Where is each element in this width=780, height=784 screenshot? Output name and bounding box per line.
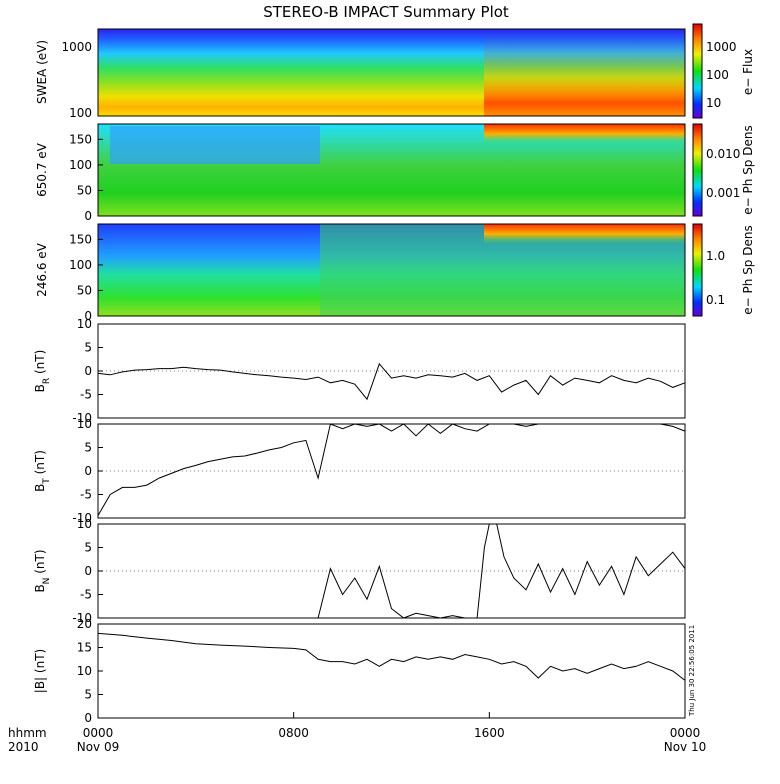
ytick-label: -10 xyxy=(72,411,92,425)
pad246-panel: 246.6 eV xyxy=(35,223,686,317)
pad-yticks: 150 100 50 0 150 100 50 0 xyxy=(69,132,103,323)
bn-panel: BN (nT) 10 5 0 -5 -10 xyxy=(33,517,686,625)
pad-ytick-label: 50 xyxy=(77,283,92,297)
swea-ytick-label: 1000 xyxy=(61,40,92,54)
pad650-colorbar-tick: 0.010 xyxy=(706,147,740,161)
br-panel: BR (nT) 10 5 0 -5 -10 xyxy=(33,317,686,425)
swea-colorbar-gradient xyxy=(692,23,703,119)
bt-panel: BT (nT) 10 5 0 -5 -10 xyxy=(33,417,686,525)
ytick-label: 0 xyxy=(84,711,92,725)
time-axis-corner-label: hhmm xyxy=(8,726,47,740)
date-tick-label: Nov 10 xyxy=(664,740,707,754)
timestamp-stamp: Thu Jun 30 22:56:05 2011 xyxy=(688,625,696,717)
pad650-colorbar: 0.010 0.001 e− Ph Sp Dens xyxy=(692,123,755,217)
swea-colorbar: 1000 100 10 e− Flux xyxy=(692,23,755,119)
ytick-label: 15 xyxy=(77,641,92,655)
pad650-colorbar-tick: 0.001 xyxy=(706,186,740,200)
ytick-label: 5 xyxy=(84,688,92,702)
ytick-label: 5 xyxy=(84,541,92,555)
br-series-line xyxy=(97,362,686,401)
pad650-ylabel: 650.7 eV xyxy=(35,142,49,197)
pad650-frame xyxy=(97,123,686,217)
ytick-label: 10 xyxy=(77,517,92,531)
bmag-frame xyxy=(97,623,686,719)
swea-colorbar-label: e− Flux xyxy=(741,49,755,95)
pad246-colorbar-label: e− Ph Sp Dens xyxy=(741,225,755,314)
pad-ytick-label: 150 xyxy=(69,232,92,246)
ytick-label: 0 xyxy=(84,364,92,378)
ytick-label: 20 xyxy=(77,617,92,631)
plot-title: STEREO-B IMPACT Summary Plot xyxy=(263,3,509,21)
time-axis-corner-label: 2010 xyxy=(8,740,39,754)
swea-colorbar-tick: 10 xyxy=(706,96,721,110)
pad-ytick-label: 100 xyxy=(69,258,92,272)
ytick-label: 5 xyxy=(84,441,92,455)
time-tick-label: 0000 xyxy=(670,726,701,740)
swea-ytick-label: 100 xyxy=(69,106,92,120)
date-tick-label: Nov 09 xyxy=(77,740,120,754)
pad-ytick-label: 0 xyxy=(84,309,92,323)
pad650-colorbar-label: e− Ph Sp Dens xyxy=(741,125,755,214)
pad246-frame xyxy=(97,223,686,317)
pad-ytick-label: 50 xyxy=(77,183,92,197)
ytick-label: -5 xyxy=(80,488,92,502)
bn-series-line xyxy=(98,523,686,619)
swea-colorbar-tick: 100 xyxy=(706,68,729,82)
ytick-label: 10 xyxy=(77,417,92,431)
pad-ytick-label: 100 xyxy=(69,158,92,172)
ytick-label: -10 xyxy=(72,611,92,625)
pad650-low-density-region xyxy=(110,126,320,164)
pad246-colorbar-tick: 1.0 xyxy=(706,249,725,263)
pad650-high-density-region xyxy=(484,124,685,144)
swea-panel: 1000 100 SWEA (eV) xyxy=(35,28,686,120)
ytick-label: 5 xyxy=(84,341,92,355)
ytick-label: 0 xyxy=(84,564,92,578)
pad650-colorbar-gradient xyxy=(692,123,703,217)
ytick-label: -10 xyxy=(72,511,92,525)
swea-colorbar-tick: 1000 xyxy=(706,40,737,54)
pad-ytick-label: 150 xyxy=(69,132,92,146)
pad246-high-density-region xyxy=(484,224,685,244)
bmag-series-line xyxy=(97,632,686,681)
ytick-label: -5 xyxy=(80,388,92,402)
time-tick-label: 0800 xyxy=(278,726,309,740)
bt-ylabel: BT (nT) xyxy=(33,450,52,492)
ytick-label: 10 xyxy=(77,317,92,331)
bn-ylabel: BN (nT) xyxy=(33,549,52,592)
bmag-panel: |B| (nT) 20 15 10 5 0 xyxy=(33,617,686,725)
swea-ylabel: SWEA (eV) xyxy=(35,40,49,104)
swea-frame xyxy=(97,28,686,117)
ytick-label: 10 xyxy=(77,664,92,678)
pad246-colorbar-tick: 0.1 xyxy=(706,293,725,307)
pad246-ylabel: 246.6 eV xyxy=(35,242,49,297)
time-tick-label: 1600 xyxy=(474,726,505,740)
pad246-colorbar-gradient xyxy=(692,223,703,317)
pad-ytick-label: 0 xyxy=(84,209,92,223)
br-ylabel: BR (nT) xyxy=(33,350,52,393)
pad246-colorbar: 1.0 0.1 e− Ph Sp Dens xyxy=(692,223,755,317)
time-tick-label: 0000 xyxy=(83,726,114,740)
ytick-label: 0 xyxy=(84,464,92,478)
bt-series-line xyxy=(97,423,686,516)
pad650-panel: 650.7 eV xyxy=(35,123,686,217)
swea-enhanced-flux-region xyxy=(484,29,685,116)
ytick-label: -5 xyxy=(80,588,92,602)
bmag-ylabel: |B| (nT) xyxy=(33,649,47,693)
